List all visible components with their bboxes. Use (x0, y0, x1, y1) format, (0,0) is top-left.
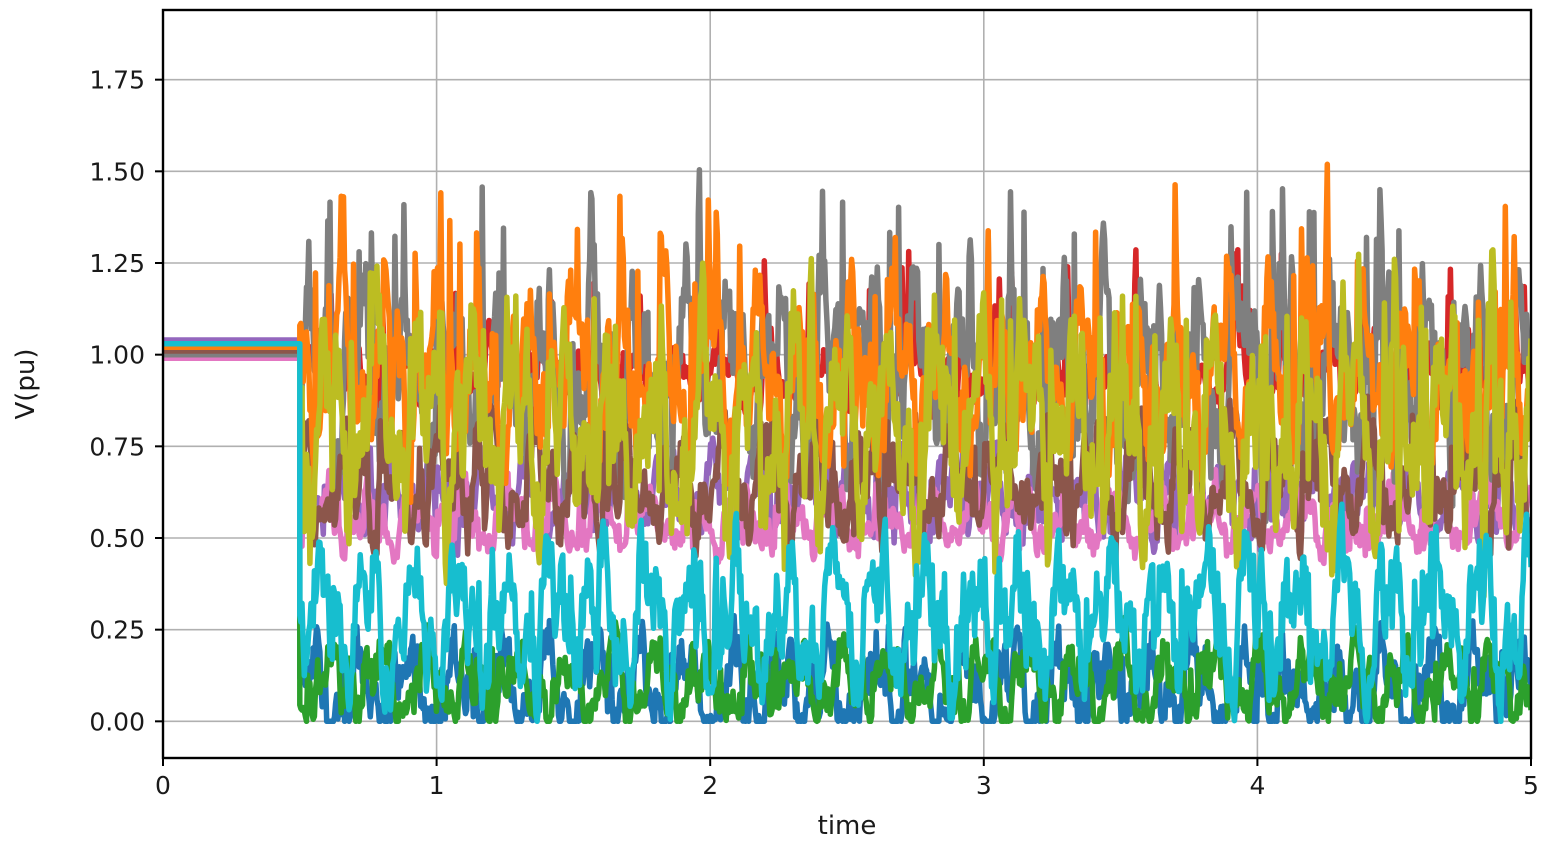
y-tick-label: 0.00 (89, 707, 145, 736)
x-tick-label: 0 (155, 771, 171, 800)
x-axis-label: time (818, 811, 877, 841)
plot-frame (161, 8, 1533, 760)
y-tick-label: 1.75 (89, 66, 145, 95)
series-line-9 (163, 340, 1531, 725)
x-tick-label: 1 (429, 771, 445, 800)
x-axis: 0 1 2 3 4 5 (155, 758, 1539, 800)
y-tick-label: 1.25 (89, 249, 145, 278)
series-line-8 (163, 247, 1531, 600)
y-tick-label: 0.75 (89, 432, 145, 461)
y-tick-label: 0.50 (89, 524, 145, 553)
y-axis-label: V(pu) (11, 348, 41, 419)
x-tick-label: 4 (1249, 771, 1265, 800)
series-line-3 (163, 351, 1531, 725)
y-tick-label: 1.50 (89, 157, 145, 186)
y-tick-label: 0.25 (89, 616, 145, 645)
series-line-5 (163, 166, 1531, 532)
series-layer (163, 161, 1531, 725)
y-axis: 0.00 0.25 0.50 0.75 1.00 1.25 1.50 1.75 (89, 66, 163, 736)
x-tick-label: 3 (976, 771, 992, 800)
x-tick-label: 5 (1523, 771, 1539, 800)
x-tick-label: 2 (702, 771, 718, 800)
y-tick-label: 1.00 (89, 341, 145, 370)
